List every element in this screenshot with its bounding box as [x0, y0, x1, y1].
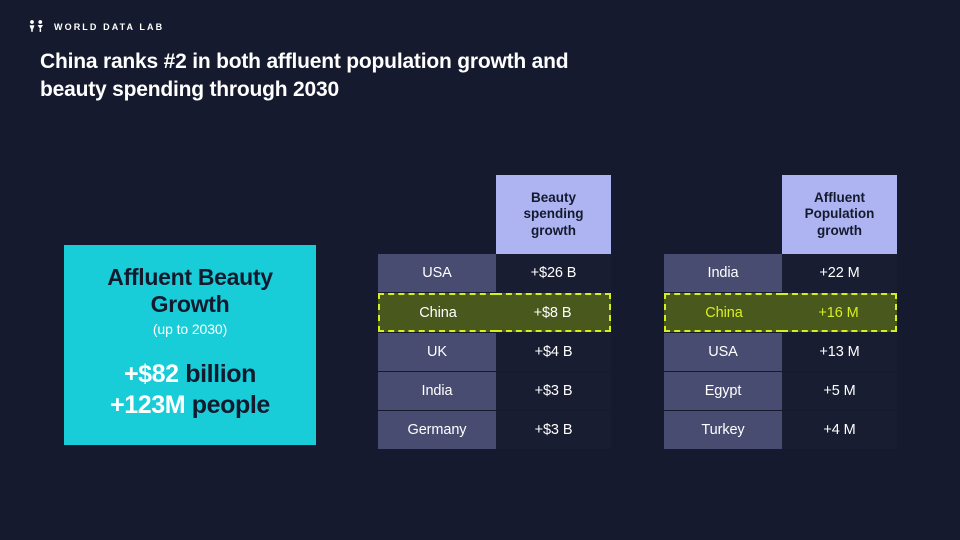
affluent-population-growth-table: Affluent Population growth India +22 M Chi…: [664, 175, 897, 449]
summary-card-title: Affluent Beauty Growth: [107, 263, 273, 317]
stat-value-spending: +$82: [123, 360, 179, 389]
cell-growth-value: +4 M: [782, 411, 897, 449]
cell-growth-value: +$4 B: [496, 333, 611, 371]
header-spacer: [664, 175, 782, 254]
table-row: Egypt +5 M: [664, 372, 897, 410]
cell-country-label: India: [664, 254, 782, 292]
table-row: Germany +$3 B: [378, 411, 611, 449]
table-row-highlighted: China +$8 B: [378, 293, 611, 332]
cell-growth-value: +$26 B: [496, 254, 611, 292]
cell-country-label: India: [378, 372, 496, 410]
beauty-spending-growth-table: Beauty spending growth USA +$26 B China +$8…: [378, 175, 611, 449]
cell-country-label: USA: [378, 254, 496, 292]
cell-growth-value: +5 M: [782, 372, 897, 410]
affluent-beauty-growth-card: Affluent Beauty Growth (up to 2030) +$82…: [64, 245, 316, 445]
table-row: USA +$26 B: [378, 254, 611, 292]
column-header-beauty-spending-growth: Beauty spending growth: [496, 175, 611, 254]
table-row: USA +13 M: [664, 333, 897, 371]
header-spacer: [378, 175, 496, 254]
stat-line-people: +123M people: [110, 390, 270, 421]
cell-country-label: Egypt: [664, 372, 782, 410]
two-people-icon: [29, 20, 43, 32]
summary-card-subtitle: (up to 2030): [152, 321, 228, 338]
cell-country-label: Germany: [378, 411, 496, 449]
table-row: Turkey +4 M: [664, 411, 897, 449]
cell-country-label: Turkey: [664, 411, 782, 449]
table-header-row: Beauty spending growth: [378, 175, 611, 254]
table-row: UK +$4 B: [378, 333, 611, 371]
table-row: India +$3 B: [378, 372, 611, 410]
summary-card-stats: +$82 billion +123M people: [110, 359, 270, 420]
cell-growth-value: +$8 B: [496, 293, 611, 332]
column-header-affluent-population-growth: Affluent Population growth: [782, 175, 897, 254]
stat-line-spending: +$82 billion: [110, 359, 270, 390]
brand-name: WORLD DATA LAB: [54, 21, 165, 32]
table-row: India +22 M: [664, 254, 897, 292]
table-row-highlighted: China +16 M: [664, 293, 897, 332]
table-header-row: Affluent Population growth: [664, 175, 897, 254]
stat-unit-people: people: [185, 390, 271, 419]
cell-country-label: China: [378, 293, 496, 332]
cell-growth-value: +13 M: [782, 333, 897, 371]
table-body: USA +$26 B China +$8 B UK +$4 B India +$3 B Germ…: [378, 254, 611, 449]
brand-logo: WORLD DATA LAB: [28, 20, 164, 33]
stat-unit-spending: billion: [178, 360, 257, 389]
cell-country-label: USA: [664, 333, 782, 371]
table-body: India +22 M China +16 M USA +13 M Egypt +5 M Tur…: [664, 254, 897, 449]
stat-value-people: +123M: [110, 390, 186, 419]
cell-country-label: China: [664, 293, 782, 332]
cell-growth-value: +$3 B: [496, 372, 611, 410]
page-title: China ranks #2 in both affluent populati…: [40, 50, 569, 101]
cell-growth-value: +16 M: [782, 293, 897, 332]
cell-country-label: UK: [378, 333, 496, 371]
cell-growth-value: +$3 B: [496, 411, 611, 449]
cell-growth-value: +22 M: [782, 254, 897, 292]
